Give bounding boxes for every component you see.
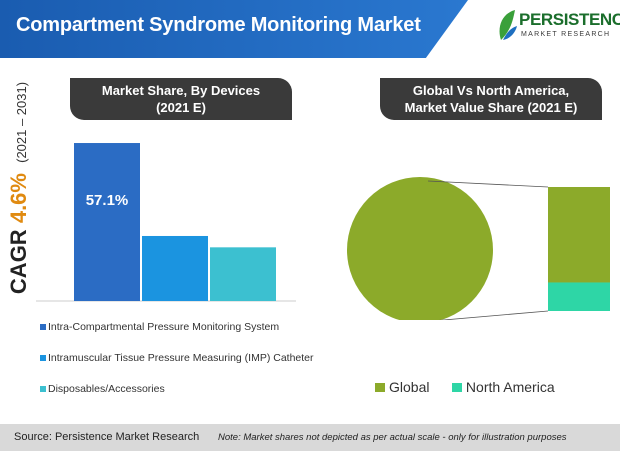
bar-legend: Intra-Compartmental Pressure Monitoring … (40, 320, 340, 413)
logo-word: PERSISTENCE (519, 10, 620, 29)
legend-label: North America (465, 379, 555, 395)
legend-swatch (451, 383, 462, 392)
cagr-range: (2021 – 2031) (14, 81, 29, 163)
cagr-label: CAGR (6, 229, 31, 295)
logo-subtitle: MARKET RESEARCH (521, 31, 611, 38)
note-text: Note: Market shares not depicted as per … (218, 432, 567, 443)
legend-label: Global (389, 379, 430, 395)
bar-disposables (210, 247, 276, 301)
bar-imp-catheter (142, 235, 208, 301)
pie-chart-title-line1: Global Vs North America, (412, 83, 570, 98)
stack-global (548, 187, 610, 283)
cagr-panel: CAGR 4.6% (2021 – 2031) (2, 70, 36, 306)
title-banner (0, 0, 468, 58)
legend-item-global: Global (375, 378, 429, 396)
stack-north-america (548, 282, 610, 311)
devices-bar-chart: 57.1% (36, 143, 296, 302)
legend-swatch (40, 355, 46, 361)
persistence-logo: PERSISTENCE MARKET RESEARCH (495, 6, 620, 56)
cagr-value: 4.6% (6, 173, 31, 224)
legend-label: Intra-Compartmental Pressure Monitoring … (48, 321, 280, 333)
bar-intra-compartmental (74, 143, 140, 301)
pie-chart-title: Global Vs North America, Market Value Sh… (380, 78, 602, 120)
bar-chart-title-line2: (2021 E) (156, 100, 206, 115)
connector-line-bottom (438, 310, 549, 320)
legend-swatch (40, 324, 46, 330)
pie-legend: Global North America (375, 378, 573, 396)
legend-label: Intramuscular Tissue Pressure Measuring … (48, 352, 314, 364)
page-title: Compartment Syndrome Monitoring Market (16, 14, 421, 36)
global-vs-na-chart (347, 177, 610, 320)
cagr-text: CAGR 4.6% (2021 – 2031) (6, 70, 32, 306)
legend-item-imp: Intramuscular Tissue Pressure Measuring … (40, 351, 340, 365)
bar-chart-title: Market Share, By Devices (2021 E) (70, 78, 292, 120)
legend-item-disposables: Disposables/Accessories (40, 382, 340, 396)
source-text: Source: Persistence Market Research (14, 431, 200, 443)
connector-line-top (427, 180, 549, 188)
legend-swatch (375, 383, 385, 392)
footer: Source: Persistence Market Research Note… (0, 424, 620, 451)
pie-chart-title-line2: Market Value Share (2021 E) (404, 100, 578, 115)
logo-leaf-icon (499, 10, 517, 40)
legend-item-intra: Intra-Compartmental Pressure Monitoring … (40, 320, 340, 334)
legend-swatch (40, 386, 46, 392)
legend-item-north-america: North America (451, 378, 555, 396)
bar-chart-title-line1: Market Share, By Devices (101, 83, 261, 98)
bar-data-label: 57.1% (86, 192, 129, 209)
legend-label: Disposables/Accessories (48, 383, 165, 395)
pie-global (347, 177, 493, 320)
